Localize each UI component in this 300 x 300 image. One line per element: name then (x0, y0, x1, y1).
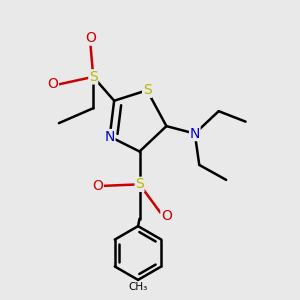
Text: S: S (89, 70, 98, 84)
Text: S: S (142, 83, 152, 97)
Text: O: O (85, 31, 96, 45)
Text: N: N (104, 130, 115, 144)
Text: N: N (190, 127, 200, 141)
Text: O: O (161, 209, 172, 223)
Text: CH₃: CH₃ (128, 282, 148, 292)
Text: O: O (92, 179, 103, 193)
Text: O: O (47, 77, 58, 91)
Text: S: S (135, 177, 144, 191)
